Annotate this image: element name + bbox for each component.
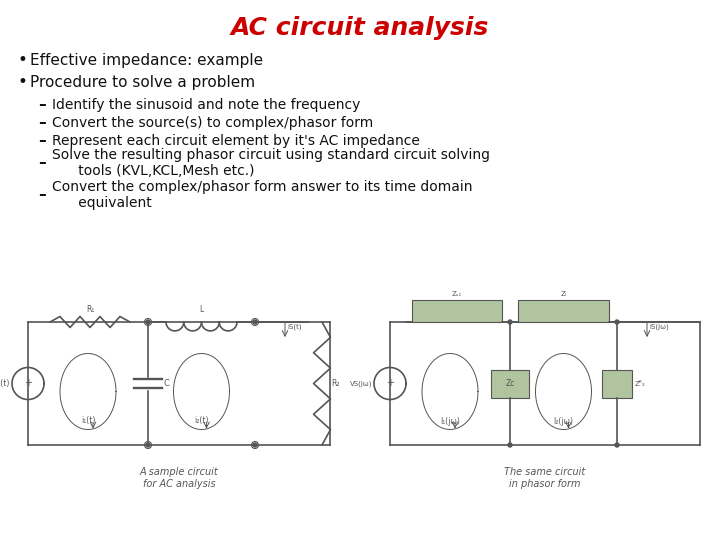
Polygon shape <box>253 320 257 324</box>
Text: I₂(jω): I₂(jω) <box>554 417 574 427</box>
Text: Procedure to solve a problem: Procedure to solve a problem <box>30 75 255 90</box>
Text: –: – <box>38 187 46 202</box>
Polygon shape <box>145 442 151 449</box>
Polygon shape <box>12 368 44 400</box>
Text: •: • <box>18 51 28 69</box>
Text: VS(jω): VS(jω) <box>349 380 372 387</box>
Text: –: – <box>38 116 46 131</box>
Text: vS(t): vS(t) <box>0 379 10 388</box>
Text: C: C <box>164 379 170 388</box>
Text: i₂(t): i₂(t) <box>194 416 209 426</box>
Text: iS(t): iS(t) <box>287 324 302 330</box>
Polygon shape <box>145 319 151 326</box>
Text: Zₗ: Zₗ <box>560 291 567 297</box>
Polygon shape <box>251 319 258 326</box>
Text: I₁(jω): I₁(jω) <box>440 417 460 427</box>
Polygon shape <box>508 320 512 324</box>
Polygon shape <box>508 443 512 447</box>
Text: +: + <box>386 379 394 388</box>
Bar <box>602 369 632 397</box>
Polygon shape <box>146 443 150 447</box>
Text: A sample circuit
for AC analysis: A sample circuit for AC analysis <box>140 467 218 489</box>
Text: The same circuit
in phasor form: The same circuit in phasor form <box>505 467 585 489</box>
Bar <box>518 300 609 322</box>
Text: Identify the sinusoid and note the frequency: Identify the sinusoid and note the frequ… <box>52 98 361 112</box>
Text: +: + <box>24 379 32 388</box>
Text: •: • <box>18 73 28 91</box>
Text: Convert the complex/phasor form answer to its time domain
      equivalent: Convert the complex/phasor form answer t… <box>52 180 472 210</box>
Polygon shape <box>374 368 406 400</box>
Text: IS(jω): IS(jω) <box>649 324 669 330</box>
Text: Zₛ₁: Zₛ₁ <box>452 291 462 297</box>
Bar <box>491 369 529 397</box>
Text: R₂: R₂ <box>331 379 340 388</box>
Text: Zᴄ: Zᴄ <box>505 379 515 388</box>
Polygon shape <box>615 443 619 447</box>
Text: Convert the source(s) to complex/phasor form: Convert the source(s) to complex/phasor … <box>52 116 373 130</box>
Text: AC circuit analysis: AC circuit analysis <box>231 16 489 40</box>
Text: R₁: R₁ <box>86 305 94 314</box>
Text: Effective impedance: example: Effective impedance: example <box>30 52 263 68</box>
Text: –: – <box>38 133 46 148</box>
Text: L: L <box>199 305 204 314</box>
Text: –: – <box>38 156 46 171</box>
Text: Solve the resulting phasor circuit using standard circuit solving
      tools (K: Solve the resulting phasor circuit using… <box>52 148 490 178</box>
Text: Zᴿ₂: Zᴿ₂ <box>635 381 646 387</box>
Text: –: – <box>38 98 46 112</box>
Polygon shape <box>253 443 257 447</box>
Text: Represent each circuit element by it's AC impedance: Represent each circuit element by it's A… <box>52 134 420 148</box>
Text: i₁(t): i₁(t) <box>81 416 95 426</box>
Polygon shape <box>615 320 619 324</box>
Polygon shape <box>146 320 150 324</box>
Polygon shape <box>251 442 258 449</box>
Bar <box>412 300 502 322</box>
